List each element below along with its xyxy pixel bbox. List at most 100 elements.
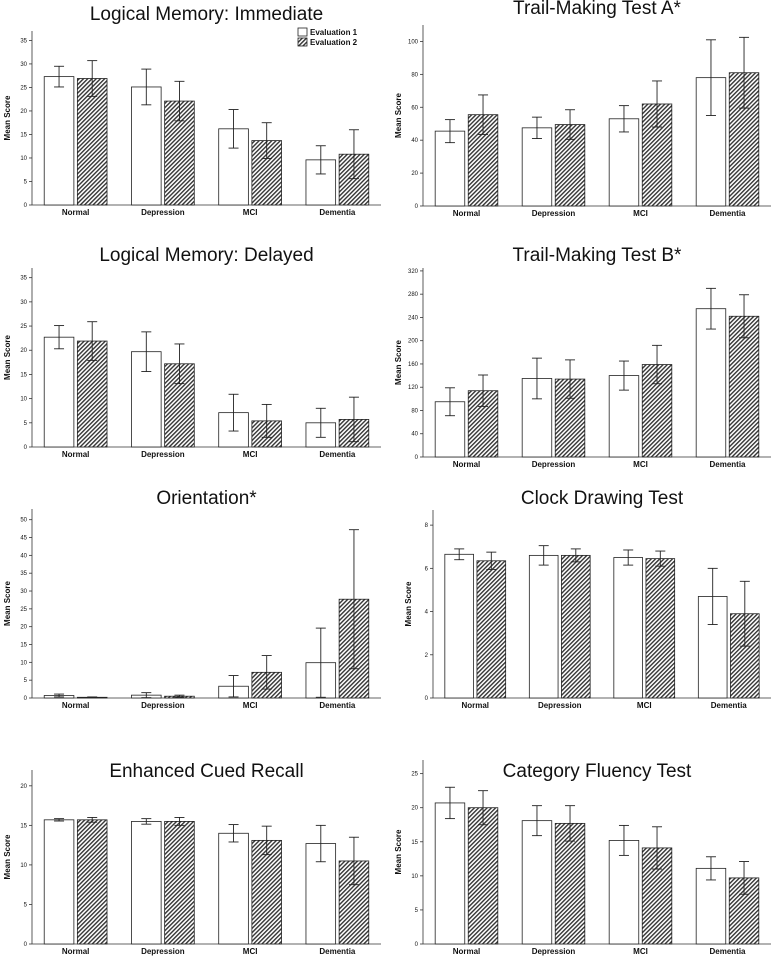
y-tick-label: 100 xyxy=(408,39,419,45)
y-tick-label: 80 xyxy=(411,72,418,78)
chart-title: Trail-Making Test A* xyxy=(513,0,681,19)
y-tick-label: 15 xyxy=(411,840,418,846)
category-label: Depression xyxy=(141,208,185,217)
y-tick-label: 10 xyxy=(20,397,27,403)
y-tick-label: 35 xyxy=(20,38,27,44)
category-label: Dementia xyxy=(319,208,356,217)
category-label: Depression xyxy=(141,947,185,956)
bar-evaluation-1 xyxy=(43,76,75,206)
y-tick-label: 40 xyxy=(20,553,27,559)
bar-evaluation-1 xyxy=(131,821,162,945)
bar-evaluation-1 xyxy=(521,820,553,945)
y-tick-label: 20 xyxy=(20,625,27,631)
bar-evaluation-2 xyxy=(76,819,108,945)
category-label: Normal xyxy=(62,450,90,459)
category-label: MCI xyxy=(243,947,258,956)
bar-evaluation-2 xyxy=(76,78,108,206)
y-tick-label: 0 xyxy=(24,942,28,948)
y-tick-label: 0 xyxy=(415,942,419,948)
chart-panel-7: Enhanced Cued Recall 0 5 10 15 20 Mean Score No… xyxy=(3,761,381,956)
bar-evaluation-2 xyxy=(251,140,282,206)
y-tick-label: 20 xyxy=(20,784,27,790)
chart-title: Orientation* xyxy=(156,488,257,509)
category-label: MCI xyxy=(243,450,258,459)
category-label: Depression xyxy=(538,701,582,710)
y-tick-label: 25 xyxy=(20,85,27,91)
chart-panel-4: Trail-Making Test B* 0 40 80 120 160 200 240 280… xyxy=(394,245,771,469)
y-tick-label: 5 xyxy=(24,902,28,908)
chart-title: Category Fluency Test xyxy=(503,761,692,782)
chart-title: Logical Memory: Delayed xyxy=(99,245,313,266)
y-tick-label: 40 xyxy=(411,138,418,144)
chart-panel-6: Clock Drawing Test 0 2 4 6 8 Mean Score Normal D… xyxy=(404,488,771,710)
y-tick-label: 5 xyxy=(24,678,28,684)
y-axis-label: Mean Score xyxy=(394,829,403,874)
category-label: Normal xyxy=(62,208,90,217)
y-tick-label: 25 xyxy=(20,324,27,330)
y-tick-label: 10 xyxy=(411,874,418,880)
chart-panel-3: Logical Memory: Delayed 0 5 10 15 20 25 30 35 Mea… xyxy=(3,245,381,459)
y-tick-label: 120 xyxy=(408,385,419,391)
y-axis-label: Mean Score xyxy=(3,580,12,625)
chart-panel-8: Category Fluency Test 0 5 10 15 20 25 Mean Scor… xyxy=(394,760,771,956)
bar-evaluation-1 xyxy=(608,840,640,945)
y-tick-label: 20 xyxy=(411,806,418,812)
y-tick-label: 5 xyxy=(24,179,28,185)
y-tick-label: 0 xyxy=(415,204,419,210)
y-tick-label: 10 xyxy=(20,863,27,869)
category-label: Dementia xyxy=(319,450,356,459)
y-tick-label: 280 xyxy=(408,292,419,298)
category-label: Normal xyxy=(453,460,481,469)
y-tick-label: 40 xyxy=(411,432,418,438)
category-label: MCI xyxy=(243,208,258,217)
category-label: Dementia xyxy=(319,947,356,956)
category-label: Depression xyxy=(532,460,576,469)
bar-evaluation-1 xyxy=(528,554,559,699)
y-tick-label: 45 xyxy=(20,536,27,542)
bar-evaluation-1 xyxy=(695,308,727,458)
legend-label: Evaluation 2 xyxy=(310,38,358,47)
y-tick-label: 20 xyxy=(411,171,418,177)
y-tick-label: 4 xyxy=(425,610,429,616)
category-label: Dementia xyxy=(709,209,746,218)
y-axis-label: Mean Score xyxy=(394,92,403,137)
y-tick-label: 25 xyxy=(411,772,418,778)
category-label: Normal xyxy=(461,701,489,710)
y-tick-label: 15 xyxy=(20,823,27,829)
y-tick-label: 80 xyxy=(411,408,418,414)
y-axis-label: Mean Score xyxy=(394,339,403,384)
bar-evaluation-2 xyxy=(251,839,282,945)
y-tick-label: 320 xyxy=(408,269,419,275)
y-tick-label: 50 xyxy=(20,518,27,524)
category-label: MCI xyxy=(637,701,652,710)
bar-evaluation-1 xyxy=(218,832,249,945)
bar-evaluation-1 xyxy=(521,127,553,207)
y-tick-label: 20 xyxy=(20,348,27,354)
y-tick-label: 30 xyxy=(20,62,27,68)
y-tick-label: 240 xyxy=(408,315,419,321)
bar-evaluation-2 xyxy=(645,558,676,699)
chart-title: Enhanced Cued Recall xyxy=(109,761,303,782)
chart-title: Clock Drawing Test xyxy=(521,488,684,509)
y-tick-label: 5 xyxy=(24,421,28,427)
chart-title: Logical Memory: Immediate xyxy=(90,4,323,25)
category-label: MCI xyxy=(633,460,648,469)
y-tick-label: 25 xyxy=(20,607,27,613)
bar-evaluation-1 xyxy=(434,802,466,945)
y-tick-label: 0 xyxy=(425,696,429,702)
chart-panel-1: Logical Memory: Immediate 0 5 10 15 20 25 30 35 M… xyxy=(3,4,381,217)
category-label: Dementia xyxy=(319,701,356,710)
category-label: Normal xyxy=(453,947,481,956)
bar-evaluation-1 xyxy=(613,557,643,699)
category-label: MCI xyxy=(633,209,648,218)
bar-evaluation-2 xyxy=(728,315,760,458)
y-tick-label: 0 xyxy=(24,445,28,451)
bar-evaluation-1 xyxy=(608,118,640,207)
category-label: Normal xyxy=(62,947,90,956)
y-tick-label: 0 xyxy=(24,696,28,702)
y-axis-label: Mean Score xyxy=(3,834,12,879)
category-label: Dementia xyxy=(709,460,746,469)
bar-evaluation-1 xyxy=(434,130,466,207)
